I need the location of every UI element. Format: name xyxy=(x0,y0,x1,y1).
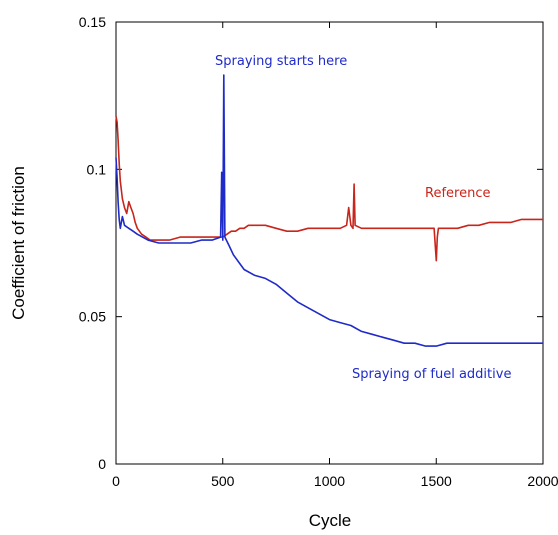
x-tick-label: 1500 xyxy=(421,473,452,489)
x-tick-label: 1000 xyxy=(314,473,345,489)
annotation-reference: Reference xyxy=(425,186,490,201)
series-layer xyxy=(115,74,543,347)
x-axis-title: Cycle xyxy=(309,511,352,530)
annotation-spraying-fuel-additive: Spraying of fuel additive xyxy=(352,367,511,382)
y-tick-label: 0 xyxy=(98,456,106,472)
y-tick-label: 0.05 xyxy=(79,309,106,325)
y-tick-label: 0.1 xyxy=(87,161,107,177)
x-axis: 0 500 1000 1500 2000 xyxy=(112,22,558,489)
x-tick-label: 500 xyxy=(211,473,235,489)
annotation-spraying-starts: Spraying starts here xyxy=(215,54,347,69)
x-tick-label: 2000 xyxy=(527,473,558,489)
series-line-spraying xyxy=(115,74,543,347)
y-tick-label: 0.15 xyxy=(79,14,106,30)
x-tick-label: 0 xyxy=(112,473,120,489)
series-line-reference xyxy=(115,116,543,262)
y-axis: 0 0.05 0.1 0.15 xyxy=(79,14,543,472)
y-axis-title: Coefficient of friction xyxy=(9,166,28,320)
